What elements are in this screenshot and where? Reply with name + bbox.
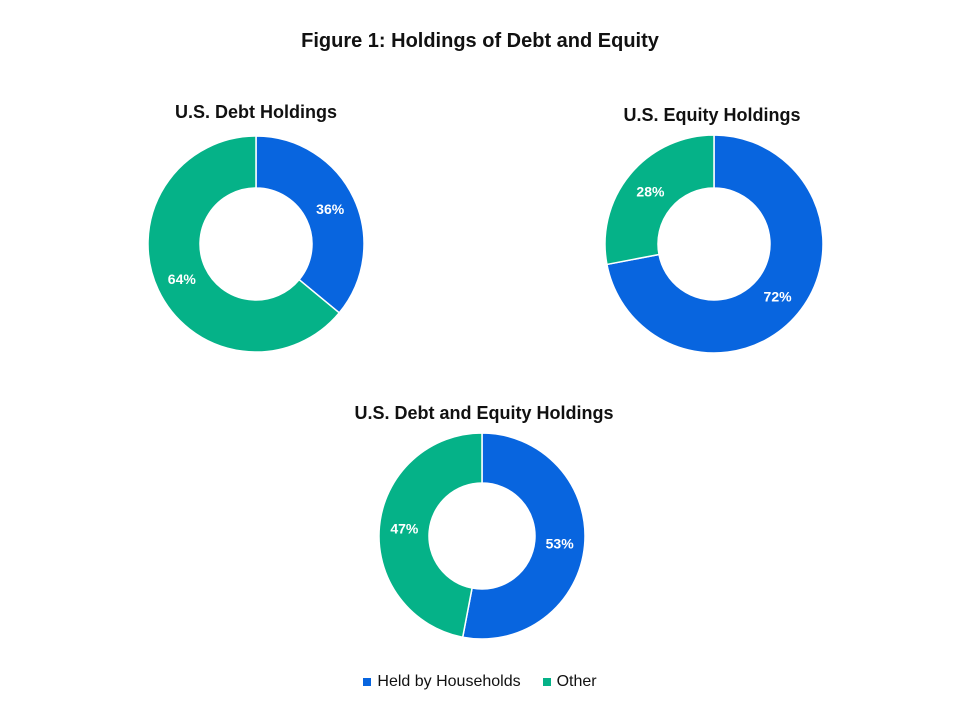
slice-label-other: 47%: [390, 521, 419, 537]
slice-held-by-households: [606, 134, 824, 354]
combined-chart-title: U.S. Debt and Equity Holdings: [354, 403, 614, 423]
legend-swatch-other: [542, 678, 551, 686]
slice-other: [147, 135, 341, 353]
legend: Held by Households Other: [0, 673, 960, 691]
slice-label-other: 64%: [168, 271, 197, 287]
debt-donut-chart: 36% 64%: [147, 135, 365, 353]
slice-label-held-by-households: 36%: [316, 201, 345, 217]
equity-donut-chart: 72% 28%: [604, 134, 824, 354]
slice-label-held-by-households: 72%: [764, 289, 793, 305]
legend-item-other: Other: [542, 673, 597, 691]
slice-other: [378, 432, 483, 639]
slice-held-by-households: [255, 135, 365, 314]
debt-chart-title: U.S. Debt Holdings: [175, 102, 337, 122]
legend-label-other: Other: [556, 673, 597, 690]
slice-held-by-households: [461, 432, 586, 640]
legend-item-held-by-households: Held by Households: [363, 673, 521, 691]
equity-chart-title: U.S. Equity Holdings: [623, 105, 801, 125]
legend-swatch-held-by-households: [363, 678, 372, 686]
legend-label-held-by-households: Held by Households: [377, 673, 521, 690]
slice-label-held-by-households: 53%: [546, 535, 575, 551]
figure-title: Figure 1: Holdings of Debt and Equity: [301, 30, 659, 52]
slice-other: [604, 134, 715, 266]
slice-label-other: 28%: [636, 183, 665, 199]
combined-donut-chart: 53% 47%: [378, 432, 586, 640]
